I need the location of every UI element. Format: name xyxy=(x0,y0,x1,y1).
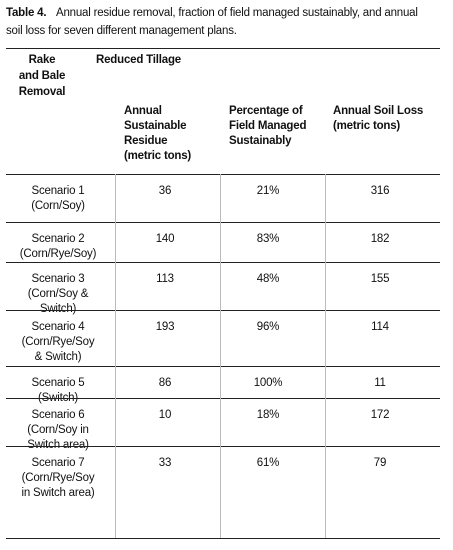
rule xyxy=(6,446,440,447)
cell: 10 xyxy=(158,409,172,421)
header-cell: and Bale xyxy=(18,70,66,82)
column-rule xyxy=(220,174,221,538)
column-header: Sustainably xyxy=(229,135,292,147)
row-label: in Switch area) xyxy=(21,487,95,499)
column-header: (metric tons) xyxy=(124,150,192,162)
cell: 48% xyxy=(256,273,280,285)
cell: 11 xyxy=(374,377,386,389)
cell: 18% xyxy=(256,409,280,421)
rule xyxy=(6,174,440,175)
row-label: Scenario 4 xyxy=(31,321,85,333)
rule xyxy=(6,222,440,223)
cell: 61% xyxy=(256,457,280,469)
cell: 36 xyxy=(158,185,172,197)
row-label: Switch) xyxy=(39,303,77,315)
cell: 155 xyxy=(370,273,390,285)
row-label: Scenario 1 xyxy=(31,185,85,197)
row-label: Scenario 6 xyxy=(31,409,85,421)
rule xyxy=(6,538,440,539)
row-label: (Corn/Rye/Soy xyxy=(21,472,95,484)
cell: 96% xyxy=(256,321,280,333)
row-label: (Corn/Rye/Soy xyxy=(21,336,95,348)
caption-text: Annual residue removal, fraction of fiel… xyxy=(56,7,418,19)
column-header: Residue xyxy=(124,135,168,147)
cell: 79 xyxy=(373,457,387,469)
row-label: (Corn/Rye/Soy) xyxy=(19,248,97,260)
header-cell: Reduced Tillage xyxy=(96,54,181,66)
rule xyxy=(6,48,440,49)
column-header: Field Managed xyxy=(229,120,307,132)
column-rule xyxy=(325,174,326,538)
cell: 140 xyxy=(155,233,175,245)
row-label: Scenario 2 xyxy=(31,233,85,245)
cell: 113 xyxy=(156,273,174,285)
row-label: & Switch) xyxy=(34,351,82,363)
column-header: Annual xyxy=(124,105,162,117)
column-header: Sustainable xyxy=(124,120,187,132)
column-header: Percentage of xyxy=(229,105,303,117)
column-header: (metric tons) xyxy=(333,120,401,132)
rule xyxy=(6,366,440,367)
row-label: Switch area) xyxy=(27,439,89,451)
caption-text: soil loss for seven different management… xyxy=(6,25,237,37)
row-label: Scenario 7 xyxy=(31,457,85,469)
row-label: Scenario 3 xyxy=(31,273,85,285)
row-label: Scenario 5 xyxy=(31,377,85,389)
cell: 316 xyxy=(370,185,390,197)
cell: 182 xyxy=(370,233,390,245)
rule xyxy=(6,398,440,399)
cell: 193 xyxy=(155,321,175,333)
cell: 21% xyxy=(256,185,280,197)
caption-label: Table 4. xyxy=(6,7,47,19)
rule xyxy=(6,310,440,311)
row-label: (Corn/Soy & xyxy=(27,288,89,300)
cell: 100% xyxy=(253,377,283,389)
row-label: (Corn/Soy in xyxy=(27,424,89,436)
cell: 172 xyxy=(370,409,390,421)
header-cell: Rake xyxy=(28,54,56,66)
cell: 86 xyxy=(158,377,172,389)
rule xyxy=(6,262,440,263)
cell: 114 xyxy=(371,321,389,333)
header-cell: Removal xyxy=(18,86,66,98)
cell: 83% xyxy=(256,233,280,245)
column-header: Annual Soil Loss xyxy=(333,105,424,117)
column-rule xyxy=(115,174,116,538)
row-label: (Corn/Soy) xyxy=(31,200,85,212)
cell: 33 xyxy=(158,457,172,469)
